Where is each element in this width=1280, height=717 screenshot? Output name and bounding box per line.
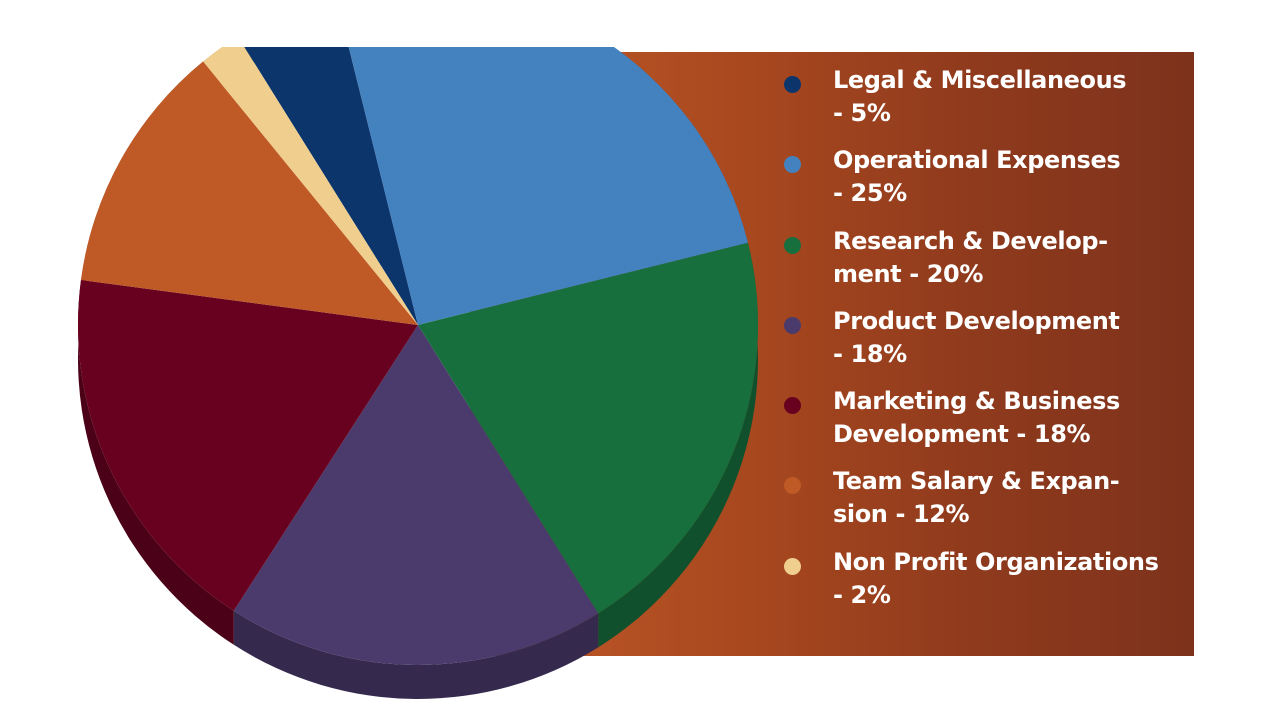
legend-item-team-salary-expansion: Team Salary & Expan- sion - 12% — [782, 465, 1192, 545]
pie-slice-research-development — [418, 242, 759, 614]
legend-item-legal-miscellaneous: Legal & Miscellaneous - 5% — [782, 64, 1192, 144]
pie-slice-legal-miscellaneous — [244, 47, 418, 325]
pie-slices-layer — [77, 47, 759, 666]
legend-label-non-profit-organizations: Non Profit Organizations - 2% — [833, 547, 1159, 609]
legend-swatch-research-development — [784, 236, 801, 254]
legend-label-operational-expenses: Operational Expenses - 25% — [833, 146, 1121, 208]
legend-label-marketing-business-development: Marketing & Business Development - 18% — [833, 387, 1120, 449]
legend-swatch-non-profit-organizations — [784, 557, 801, 575]
legend-item-product-development: Product Development - 18% — [782, 305, 1192, 385]
legend-swatch-product-development — [784, 316, 801, 334]
pie-slice-marketing-business-development — [77, 280, 418, 611]
pie-slice-side-product-development — [233, 610, 599, 700]
legend-swatch-marketing-business-development — [784, 397, 801, 415]
pie-slice-side-research-development — [598, 242, 759, 648]
legend-label-team-salary-expansion: Team Salary & Expan- sion - 12% — [833, 467, 1120, 529]
pie-slice-non-profit-organizations — [203, 47, 418, 325]
pie-slice-side-marketing-business-development — [77, 280, 234, 645]
legend-item-marketing-business-development: Marketing & Business Development - 18% — [782, 385, 1192, 465]
legend-label-research-development: Research & Develop- ment - 20% — [833, 226, 1108, 288]
pie-slice-product-development — [233, 325, 599, 666]
pie-slice-team-salary-expansion — [80, 61, 418, 326]
pie-slice-operational-expenses — [348, 47, 748, 325]
legend-label-product-development: Product Development - 18% — [833, 306, 1120, 368]
legend-item-non-profit-organizations: Non Profit Organizations - 2% — [782, 546, 1192, 626]
legend-item-research-development: Research & Develop- ment - 20% — [782, 225, 1192, 305]
legend-swatch-legal-miscellaneous — [784, 76, 801, 93]
legend: Legal & Miscellaneous - 5% Operational Ex… — [782, 64, 1192, 626]
legend-swatch-operational-expenses — [784, 156, 801, 174]
legend-label-legal-miscellaneous: Legal & Miscellaneous - 5% — [833, 66, 1127, 127]
legend-item-operational-expenses: Operational Expenses - 25% — [782, 144, 1192, 224]
legend-swatch-team-salary-expansion — [784, 477, 801, 495]
